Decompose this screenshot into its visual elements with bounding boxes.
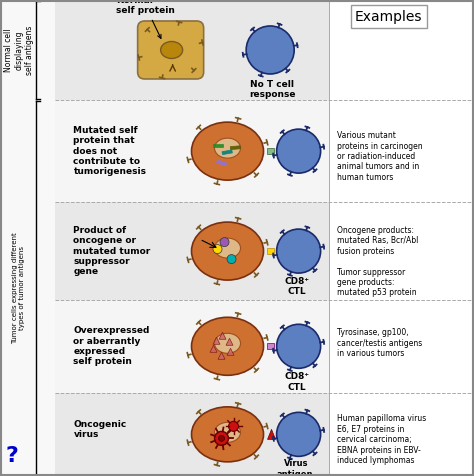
Text: Tumor cells expressing different
types of tumor antigens: Tumor cells expressing different types o… [12, 232, 26, 344]
Circle shape [213, 245, 222, 254]
Bar [55, 393, 329, 476]
Text: Oncogene products:
mutated Ras, Bcr/Abl
fusion proteins

Tumor suppressor
gene p: Oncogene products: mutated Ras, Bcr/Abl … [337, 226, 418, 298]
Text: Human papilloma virus
E6, E7 proteins in
cervical carcinoma;
EBNA proteins in EB: Human papilloma virus E6, E7 proteins in… [337, 414, 426, 465]
Text: Examples: Examples [355, 10, 422, 24]
Circle shape [246, 26, 294, 74]
Polygon shape [226, 338, 233, 345]
Bar [230, 146, 240, 149]
Text: Overexpressed
or aberrantly
expressed
self protein: Overexpressed or aberrantly expressed se… [73, 326, 150, 367]
Text: Normal cell
displaying
self antigens: Normal cell displaying self antigens [4, 25, 34, 75]
FancyBboxPatch shape [137, 21, 204, 79]
Text: Tyrosinase, gp100,
cancer/testis antigens
in various tumors: Tyrosinase, gp100, cancer/testis antigen… [337, 328, 422, 358]
Bar [55, 100, 329, 202]
Polygon shape [213, 337, 220, 344]
Polygon shape [267, 429, 275, 439]
Polygon shape [218, 352, 225, 359]
Ellipse shape [191, 122, 264, 180]
Bar [55, 0, 329, 100]
Bar [217, 160, 227, 166]
Bar [222, 150, 232, 155]
Ellipse shape [215, 333, 240, 353]
Polygon shape [210, 345, 217, 352]
Circle shape [277, 412, 320, 456]
Text: CD8⁺
CTL: CD8⁺ CTL [284, 277, 309, 297]
Text: No T cell
response: No T cell response [249, 80, 295, 99]
Text: ?: ? [6, 446, 19, 466]
Text: Various mutant
proteins in carcinogen
or radiation-induced
animal tumors and in
: Various mutant proteins in carcinogen or… [337, 131, 422, 182]
Bar [55, 202, 329, 300]
Ellipse shape [215, 238, 240, 258]
Ellipse shape [191, 317, 264, 375]
Bar [266, 248, 273, 254]
Ellipse shape [215, 138, 240, 158]
Ellipse shape [191, 222, 264, 280]
Circle shape [227, 255, 236, 264]
Circle shape [277, 129, 320, 173]
Text: Oncogenic
virus: Oncogenic virus [73, 420, 127, 439]
Circle shape [215, 431, 228, 446]
Ellipse shape [161, 41, 182, 59]
Bar [329, 0, 474, 476]
Bar [266, 148, 273, 154]
Text: Mutated self
protein that
does not
contribute to
tumorigenesis: Mutated self protein that does not contr… [73, 126, 146, 177]
Circle shape [220, 238, 229, 247]
Bar [55, 300, 329, 393]
Polygon shape [219, 332, 226, 339]
Text: CD8⁺
CTL: CD8⁺ CTL [284, 372, 309, 392]
Circle shape [228, 421, 238, 431]
Text: Product of
oncogene or
mutated tumor
suppressor
gene: Product of oncogene or mutated tumor sup… [73, 226, 151, 277]
Circle shape [277, 229, 320, 273]
Ellipse shape [215, 422, 240, 442]
Text: Virus
antigen-
specific: Virus antigen- specific [276, 459, 317, 476]
Polygon shape [227, 348, 234, 355]
Bar [212, 144, 222, 147]
Text: Normal
self protein: Normal self protein [116, 0, 174, 39]
Circle shape [219, 436, 225, 441]
Ellipse shape [191, 407, 264, 462]
Bar [266, 343, 273, 349]
Circle shape [277, 324, 320, 368]
